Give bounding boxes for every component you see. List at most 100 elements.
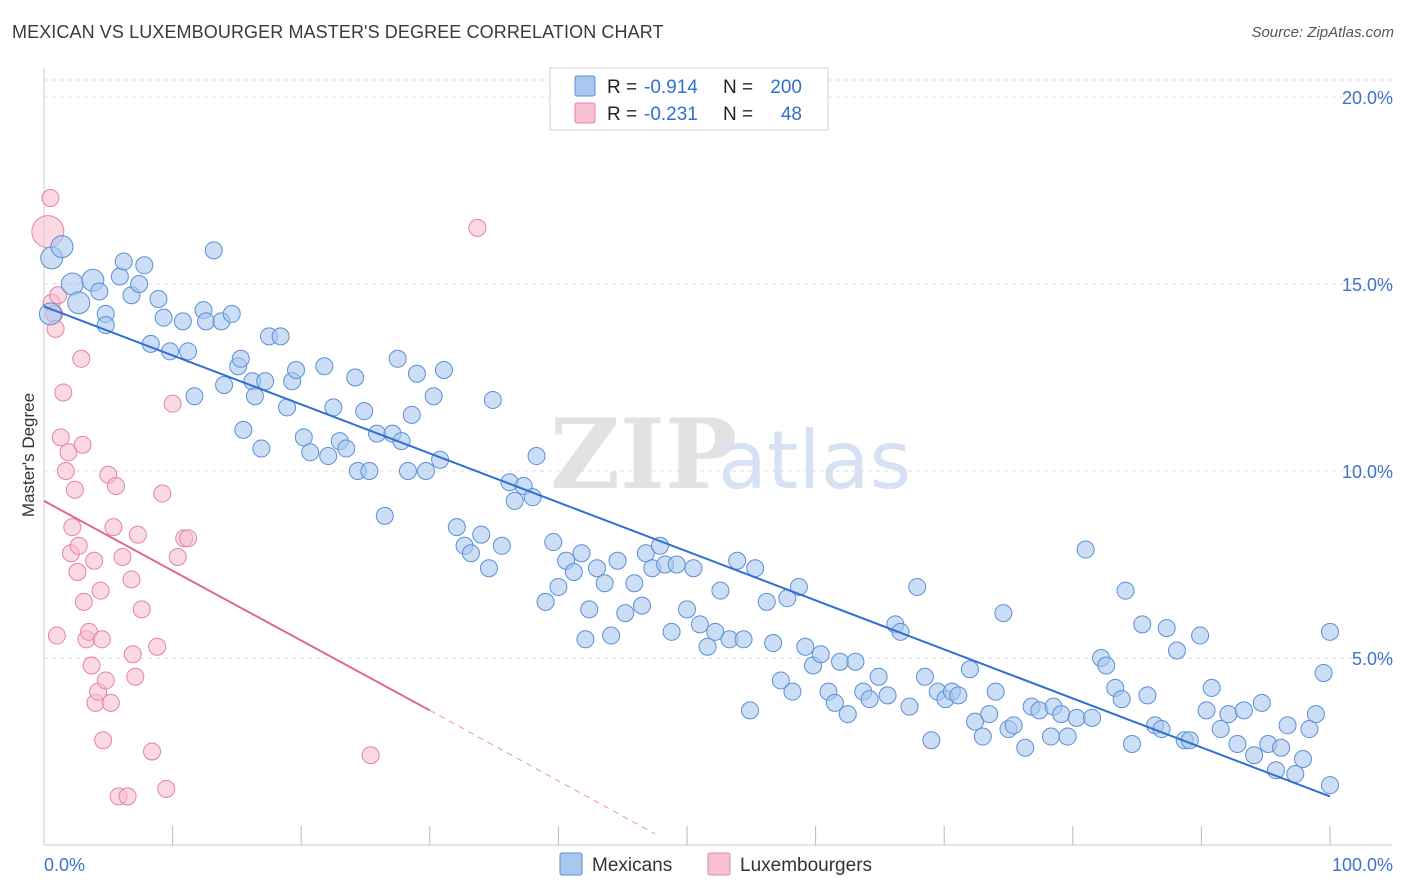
watermark-atlas: atlas <box>718 414 911 507</box>
mexicans-point <box>789 577 808 596</box>
mexicans-point <box>483 390 502 409</box>
mexicans-point <box>1058 727 1077 746</box>
mexicans-point <box>355 402 374 421</box>
legend-n-label-1: N = <box>723 77 753 98</box>
luxembourgers-point <box>132 600 151 619</box>
mexicans-point <box>424 387 443 406</box>
luxembourgers-point <box>73 435 92 454</box>
mexicans-point <box>252 439 271 458</box>
mexicans-point <box>1197 701 1216 720</box>
mexicans-point <box>667 555 686 574</box>
mexicans-point <box>1321 776 1339 795</box>
mexicans-trend-line <box>43 305 1331 798</box>
mexicans-point <box>1067 708 1086 727</box>
bottom-legend-swatch-luxembourgers <box>707 852 731 876</box>
mexicans-point <box>949 686 968 705</box>
mexicans-point <box>728 551 747 570</box>
mexicans-point <box>706 622 725 641</box>
mexicans-point <box>980 705 999 724</box>
luxembourgers-point <box>74 592 93 611</box>
mexicans-point <box>402 405 421 424</box>
luxembourgers-point <box>68 562 87 581</box>
mexicans-point <box>315 357 334 376</box>
mexicans-point <box>1306 705 1325 724</box>
mexicans-point <box>771 671 790 690</box>
luxembourgers-point <box>82 656 101 675</box>
mexicans-point <box>294 428 313 447</box>
legend-r-label-2: R = <box>607 104 637 125</box>
luxembourgers-point <box>72 349 91 368</box>
mexicans-point <box>114 252 133 271</box>
luxembourgers-point <box>59 443 78 462</box>
mexicans-point <box>505 491 524 510</box>
mexicans-point <box>915 667 934 686</box>
mexicans-point <box>346 368 365 387</box>
mexicans-point <box>185 387 204 406</box>
mexicans-point <box>337 439 356 458</box>
mexicans-point <box>256 372 275 391</box>
legend-swatch-mexicans <box>574 75 596 97</box>
mexicans-point <box>602 626 621 645</box>
mexicans-point <box>1202 678 1221 697</box>
mexicans-point <box>536 592 555 611</box>
mexicans-point <box>625 574 644 593</box>
luxembourgers-point <box>51 428 70 447</box>
mexicans-point <box>154 308 173 327</box>
chart-title: MEXICAN VS LUXEMBOURGER MASTER'S DEGREE … <box>12 22 664 42</box>
mexicans-point <box>1245 746 1264 765</box>
mexicans-point <box>301 443 320 462</box>
mexicans-point <box>838 705 857 724</box>
luxembourgers-point <box>361 746 380 765</box>
mexicans-point <box>50 235 74 259</box>
mexicans-point <box>869 667 888 686</box>
luxembourgers-point <box>148 637 167 656</box>
mexicans-point <box>271 327 290 346</box>
luxembourgers-trend-line <box>43 500 431 712</box>
bottom-legend-luxembourgers: Luxembourgers <box>740 855 872 876</box>
luxembourgers-point <box>126 667 145 686</box>
mexicans-point <box>711 581 730 600</box>
y-axis-label: Master's Degree <box>19 393 38 517</box>
mexicans-point <box>825 693 844 712</box>
mexicans-point <box>632 596 651 615</box>
mexicans-point <box>407 364 426 383</box>
mexicans-point <box>245 387 264 406</box>
mexicans-point <box>472 525 491 544</box>
mexicans-point <box>1122 735 1141 754</box>
mexicans-point <box>994 604 1013 623</box>
mexicans-point <box>447 518 466 537</box>
mexicans-point <box>360 462 379 480</box>
mexicans-point <box>287 361 306 380</box>
mexicans-point <box>662 622 681 641</box>
mexicans-trend <box>43 305 1331 798</box>
luxembourgers-point <box>104 518 123 537</box>
mexicans-point <box>388 349 407 368</box>
mexicans-point <box>734 630 753 649</box>
x-tick-label: 0.0% <box>44 855 85 875</box>
correlation-legend: R = -0.914 N = 200 R = -0.231 N = 48 <box>549 67 829 131</box>
mexicans-point <box>650 536 669 555</box>
mexicans-point <box>986 682 1005 701</box>
luxembourgers-point <box>107 476 126 495</box>
luxembourgers-point <box>122 570 141 589</box>
x-tick-labels: 0.0% 100.0% <box>44 855 1393 875</box>
mexicans-point <box>595 574 614 593</box>
mexicans-point <box>1278 716 1297 735</box>
mexicans-point <box>796 637 815 656</box>
luxembourgers-point <box>113 548 132 567</box>
mexicans-point <box>1234 701 1253 720</box>
mexicans-point <box>1191 626 1210 645</box>
mexicans-point <box>234 420 253 439</box>
legend-r-label-1: R = <box>607 77 637 98</box>
mexicans-point <box>846 652 865 671</box>
mexicans-point <box>564 562 583 581</box>
mexicans-point <box>1293 749 1312 768</box>
mexicans-point <box>215 375 234 394</box>
mexicans-point <box>179 342 198 361</box>
mexicans-point <box>684 559 703 578</box>
mexicans-point <box>1076 540 1095 559</box>
mexicans-point <box>860 690 879 709</box>
mexicans-point <box>416 462 435 480</box>
luxembourgers-point <box>91 581 110 600</box>
mexicans-point <box>110 267 129 286</box>
